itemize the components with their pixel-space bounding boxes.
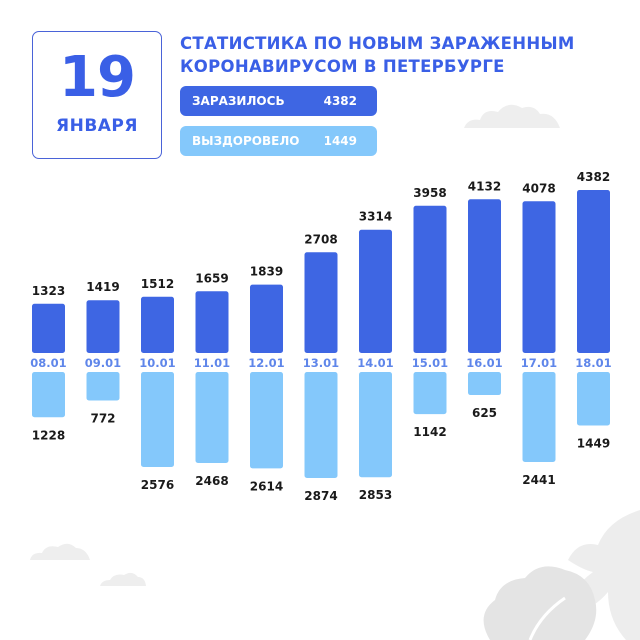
category-label: 14.01 [357, 356, 393, 370]
legend-infected: ЗАРАЗИЛОСЬ 4382 [180, 86, 377, 116]
bar-infected [413, 205, 447, 353]
category-label: 10.01 [139, 356, 175, 370]
bar-infected [468, 199, 501, 353]
date-month: ЯНВАРЯ [56, 116, 138, 136]
legend-recovered-value: 1449 [323, 134, 357, 148]
bar-recovered [141, 372, 174, 468]
leaf-icon [483, 566, 597, 640]
category-label: 11.01 [194, 356, 230, 370]
legend-infected-label: ЗАРАЗИЛОСЬ [192, 94, 285, 108]
bar-recovered [32, 372, 65, 418]
value-label-infected: 4132 [468, 179, 501, 193]
cloud-icon [464, 104, 560, 128]
value-label-infected: 4078 [522, 181, 555, 195]
value-label-recovered: 625 [472, 406, 497, 420]
value-label-recovered: 2576 [141, 478, 174, 492]
value-label-infected: 2708 [304, 232, 337, 246]
cloud-icon [30, 543, 90, 560]
value-label-recovered: 2614 [250, 479, 283, 493]
category-label: 16.01 [466, 356, 502, 370]
bar-recovered [468, 372, 501, 396]
category-label: 17.01 [521, 356, 557, 370]
category-label: 13.01 [303, 356, 339, 370]
bar-recovered [250, 372, 283, 469]
value-label-recovered: 2441 [522, 473, 555, 487]
value-label-infected: 3314 [359, 210, 392, 224]
value-label-infected: 1323 [32, 284, 65, 298]
category-label: 15.01 [412, 356, 448, 370]
bar-recovered [413, 372, 447, 415]
bar-infected [86, 300, 120, 353]
bar-infected [32, 303, 65, 353]
value-label-infected: 1659 [195, 271, 228, 285]
value-label-recovered: 2468 [195, 474, 228, 488]
bar-recovered [577, 372, 610, 426]
bar-recovered [304, 372, 338, 478]
value-label-infected: 1419 [86, 280, 119, 294]
category-label: 09.01 [85, 356, 121, 370]
bar-infected [577, 190, 610, 353]
bar-infected [195, 291, 229, 353]
bar-recovered [86, 372, 120, 401]
bar-infected [359, 229, 392, 353]
value-label-recovered: 1228 [32, 428, 65, 442]
bar-recovered [522, 372, 556, 463]
cloud-icon [100, 572, 146, 586]
value-label-infected: 3958 [413, 186, 446, 200]
category-label: 18.01 [575, 356, 611, 370]
bar-infected [250, 284, 283, 353]
legend-infected-value: 4382 [323, 94, 357, 108]
date-day: 19 [59, 45, 136, 110]
chart-title-line-2: КОРОНАВИРУСОМ В ПЕТЕРБУРГЕ [180, 57, 505, 76]
value-label-infected: 1512 [141, 277, 174, 291]
category-label: 08.01 [30, 356, 66, 370]
bar-infected [522, 201, 556, 353]
bar-infected [304, 252, 338, 353]
legend-recovered-label: ВЫЗДОРОВЕЛО [192, 134, 300, 148]
category-label: 12.01 [248, 356, 284, 370]
value-label-recovered: 2853 [359, 488, 392, 502]
bar-infected [141, 296, 174, 353]
bar-recovered [359, 372, 392, 478]
chart-title: СТАТИСТИКА ПО НОВЫМ ЗАРАЖЕННЫМ КОРОНАВИР… [180, 32, 600, 78]
value-label-infected: 4382 [577, 170, 610, 184]
value-label-infected: 1839 [250, 265, 283, 279]
date-card: 19 ЯНВАРЯ [32, 31, 162, 159]
value-label-recovered: 1142 [413, 425, 446, 439]
value-label-recovered: 772 [90, 411, 115, 425]
value-label-recovered: 2874 [304, 489, 337, 503]
chart-title-line-1: СТАТИСТИКА ПО НОВЫМ ЗАРАЖЕННЫМ [180, 34, 575, 53]
legend-recovered: ВЫЗДОРОВЕЛО 1449 [180, 126, 377, 156]
bar-recovered [195, 372, 229, 464]
value-label-recovered: 1449 [577, 436, 610, 450]
